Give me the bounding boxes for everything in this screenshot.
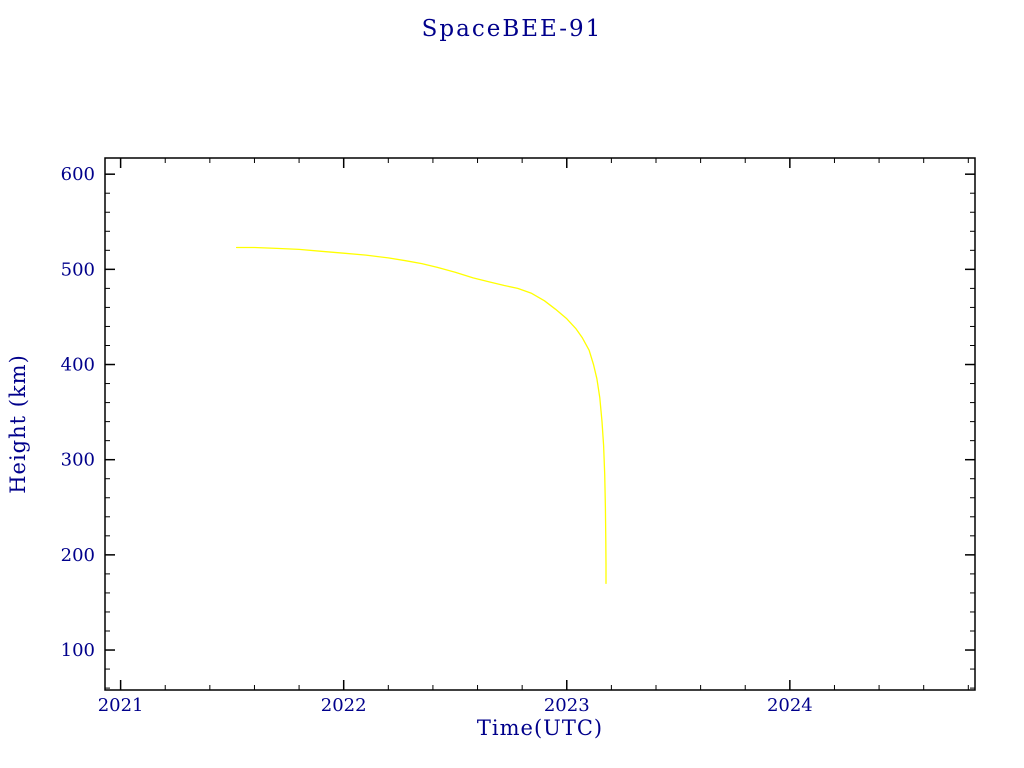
x-tick-label: 2024 (767, 695, 813, 716)
y-tick-label: 200 (61, 545, 95, 566)
x-tick-label: 2021 (98, 695, 144, 716)
chart-title: SpaceBEE-91 (421, 16, 603, 42)
y-tick-label: 100 (61, 640, 95, 661)
y-tick-label: 600 (61, 164, 95, 185)
height-decay-line (235, 246, 607, 585)
x-tick-label: 2023 (544, 695, 590, 716)
x-tick-label: 2022 (321, 695, 367, 716)
y-tick-label: 500 (61, 259, 95, 280)
y-tick-label: 400 (61, 355, 95, 376)
axis-box (104, 157, 976, 691)
x-axis-label: Time(UTC) (476, 716, 604, 740)
y-tick-label: 300 (61, 450, 95, 471)
y-axis-label: Height (km) (6, 354, 30, 494)
